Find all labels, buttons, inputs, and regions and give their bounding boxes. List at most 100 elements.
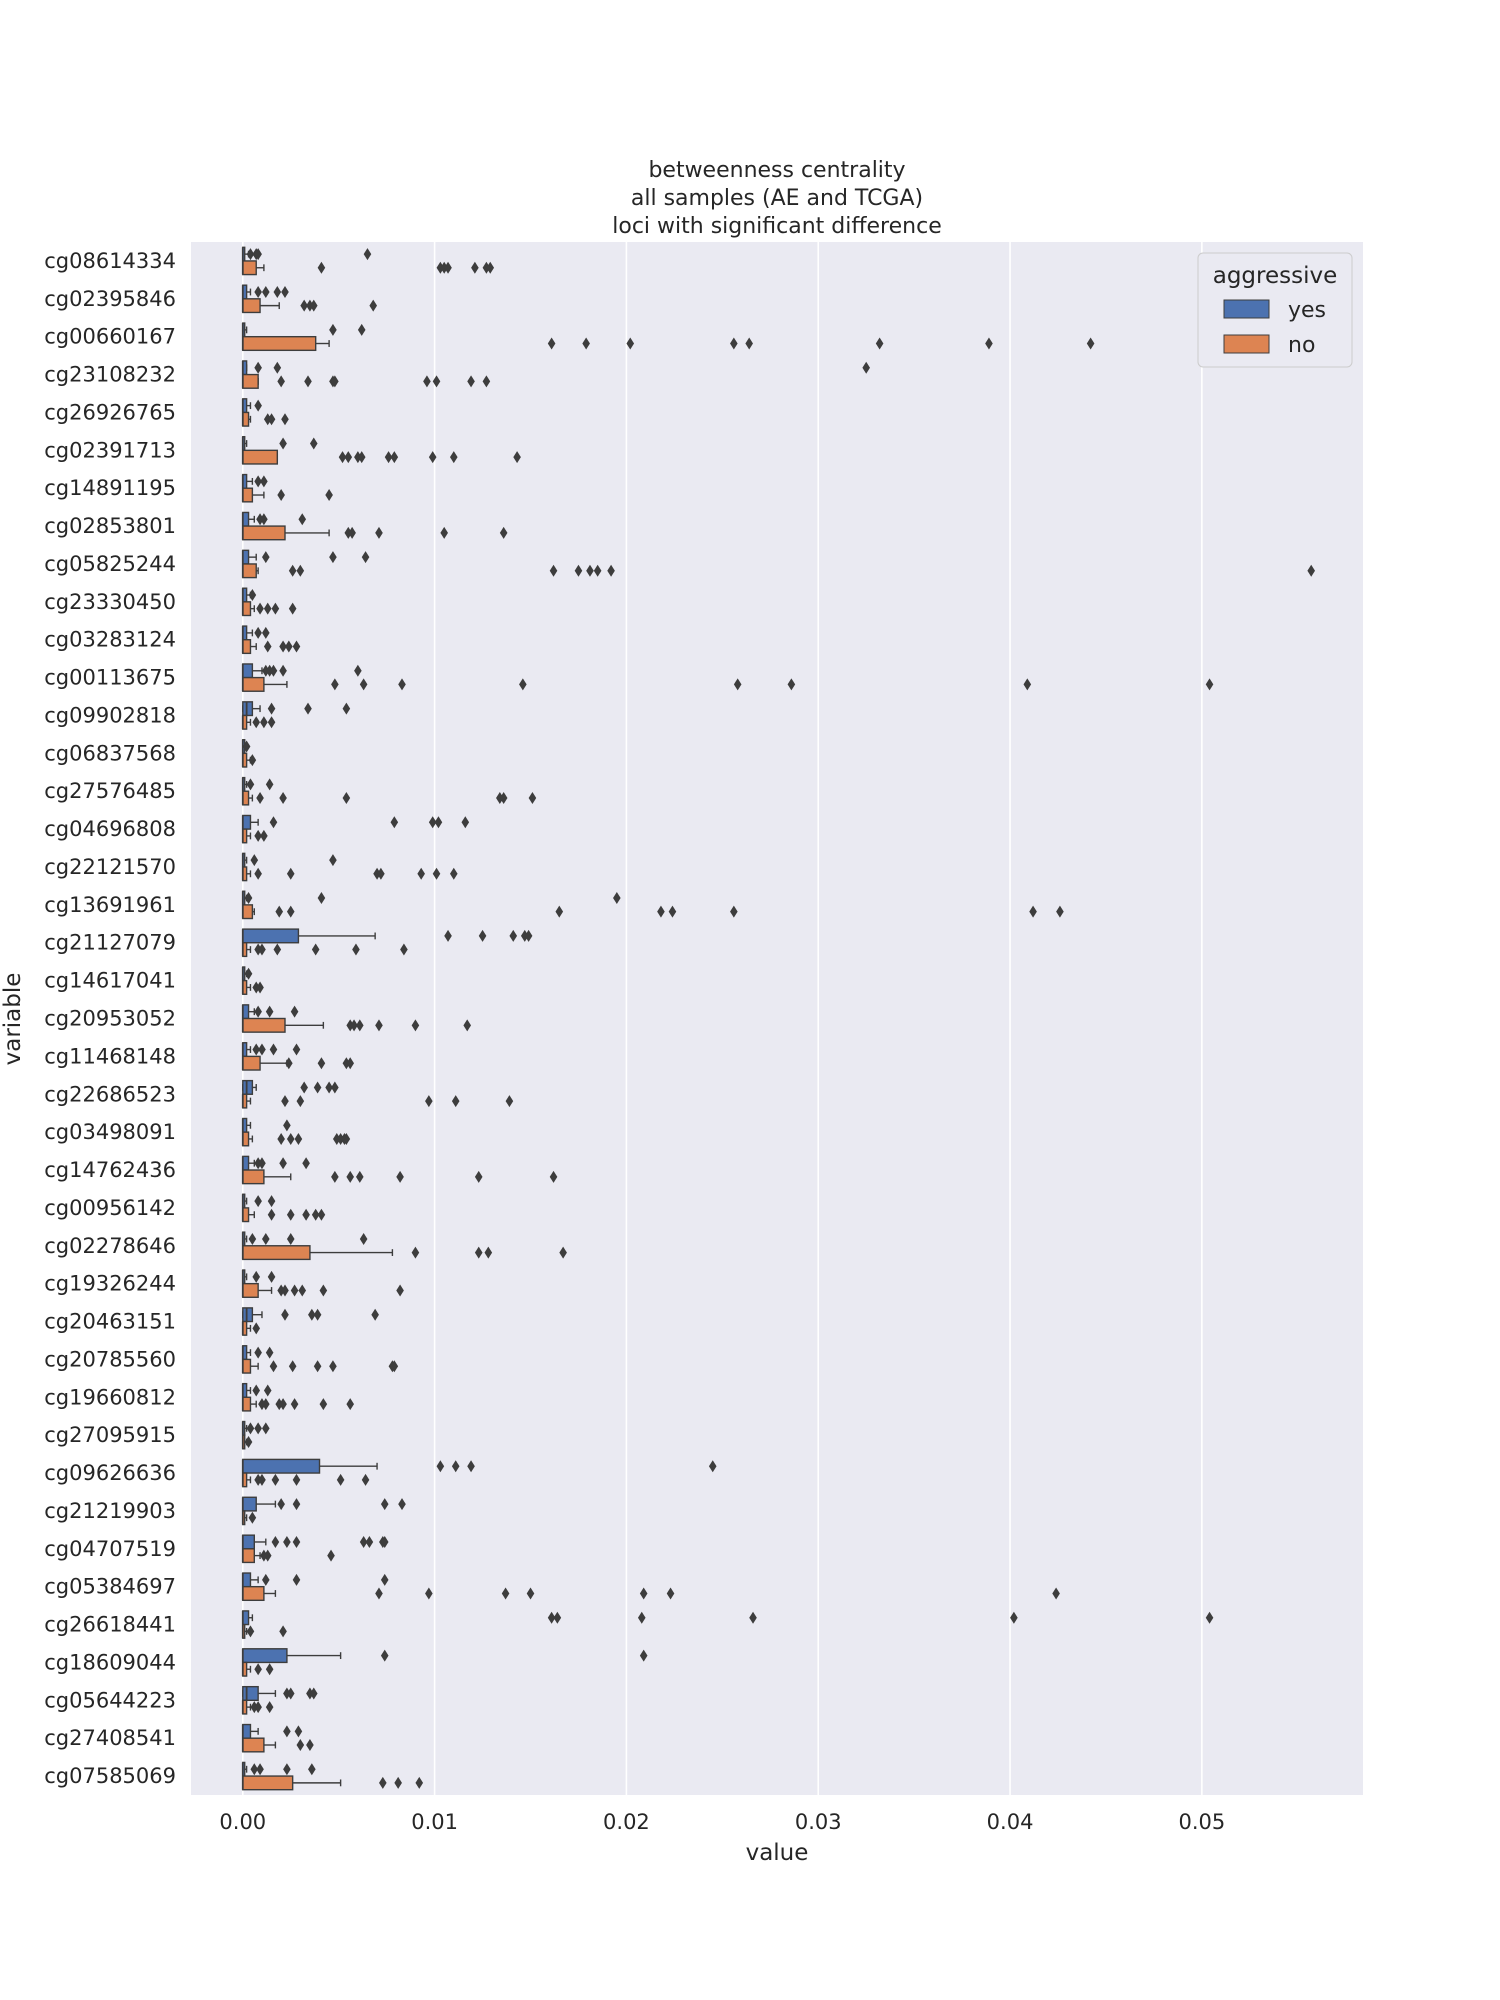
outlier-marker	[449, 451, 458, 464]
box-no	[241, 752, 257, 768]
outlier-marker	[267, 1270, 276, 1283]
outlier-marker	[325, 489, 333, 502]
box-yes	[241, 284, 289, 300]
outlier-marker	[313, 1081, 322, 1094]
outlier-marker	[749, 1611, 757, 1624]
outlier-marker	[398, 1498, 406, 1511]
outlier-marker	[444, 929, 452, 942]
outlier-marker	[607, 564, 615, 577]
box-body	[242, 1648, 288, 1664]
outlier-marker	[363, 248, 372, 261]
box-no	[241, 260, 495, 276]
outlier-marker	[263, 1384, 272, 1397]
y-tick-label: cg00660167	[44, 325, 176, 349]
outlier-marker	[244, 967, 253, 980]
y-tick-label: cg14891195	[44, 476, 176, 500]
y-tick-label: cg27095915	[44, 1423, 176, 1447]
outlier-marker	[298, 1284, 307, 1297]
box-body	[242, 1458, 321, 1474]
outlier-marker	[379, 1776, 387, 1789]
outlier-marker	[292, 1473, 301, 1486]
outlier-marker	[285, 640, 293, 653]
outlier-marker	[380, 1649, 389, 1662]
box-no	[241, 1510, 257, 1526]
outlier-marker	[434, 816, 443, 829]
box-yes	[241, 1345, 274, 1361]
outlier-marker	[361, 1473, 370, 1486]
y-tick-labels: cg08614334 cg02395846 cg00660167 cg23108232…	[44, 249, 176, 1788]
outlier-marker	[265, 664, 274, 677]
y-tick-label: cg23330450	[44, 590, 176, 614]
outlier-marker	[329, 551, 337, 564]
legend: aggressive yes no	[1197, 252, 1353, 368]
outlier-marker	[478, 929, 487, 942]
outlier-marker	[1205, 1611, 1214, 1624]
outlier-marker	[436, 1460, 445, 1473]
box-no	[241, 714, 276, 730]
x-tick-label: 0.04	[987, 1810, 1034, 1834]
outlier-marker	[329, 854, 337, 867]
outlier-marker	[256, 513, 264, 526]
outlier-marker	[342, 792, 351, 805]
outlier-marker	[666, 1587, 675, 1600]
outlier-marker	[309, 437, 318, 450]
box-body	[242, 1396, 252, 1412]
outlier-marker	[277, 489, 285, 502]
outlier-marker	[417, 867, 425, 880]
outlier-marker	[279, 640, 287, 653]
outlier-marker	[267, 1208, 276, 1221]
box-body	[242, 449, 279, 465]
outlier-marker	[265, 778, 274, 791]
box-yes	[241, 1382, 272, 1398]
y-tick-label: cg05384697	[44, 1575, 176, 1599]
y-tick-label: cg18609044	[44, 1650, 176, 1674]
outlier-marker	[317, 1057, 326, 1070]
box-yes	[241, 1648, 648, 1664]
outlier-marker	[375, 1019, 383, 1032]
outlier-marker	[262, 1398, 270, 1411]
outlier-marker	[586, 564, 594, 577]
box-body	[242, 928, 300, 944]
box-yes	[241, 852, 337, 868]
outlier-marker	[254, 248, 262, 261]
outlier-marker	[248, 1511, 257, 1524]
outlier-marker	[256, 792, 264, 805]
plot-area	[191, 242, 1363, 1795]
outlier-marker	[373, 867, 381, 880]
outlier-marker	[250, 854, 259, 867]
outlier-marker	[260, 829, 268, 842]
box-no	[241, 1775, 424, 1791]
outlier-marker	[262, 1422, 270, 1435]
outlier-marker	[254, 943, 262, 956]
y-tick-label: cg08614334	[44, 249, 176, 273]
box-no	[241, 1623, 287, 1639]
outlier-marker	[509, 929, 518, 942]
outlier-marker	[332, 1132, 341, 1145]
outlier-marker	[344, 451, 353, 464]
box-no	[241, 449, 521, 465]
outlier-marker	[730, 337, 738, 350]
outlier-marker	[263, 640, 272, 653]
x-axis-label: value	[746, 1840, 809, 1866]
outlier-marker	[359, 1535, 368, 1548]
outlier-marker	[342, 702, 351, 715]
outlier-marker	[451, 1460, 460, 1473]
box-yes	[242, 701, 351, 717]
x-tick-label: 0.03	[795, 1810, 842, 1834]
outlier-marker	[380, 1498, 389, 1511]
box-body	[242, 701, 254, 717]
outlier-marker	[300, 299, 308, 312]
outlier-marker	[526, 1587, 535, 1600]
outlier-marker	[262, 551, 270, 564]
outlier-marker	[309, 1687, 318, 1700]
outlier-marker	[549, 564, 558, 577]
outlier-marker	[354, 451, 362, 464]
y-tick-label: cg02853801	[44, 514, 176, 538]
box-yes	[241, 1610, 1214, 1626]
outlier-marker	[319, 1284, 328, 1297]
outlier-marker	[258, 943, 266, 956]
outlier-marker	[329, 1360, 337, 1373]
outlier-marker	[336, 1473, 345, 1486]
outlier-marker	[342, 1132, 351, 1145]
